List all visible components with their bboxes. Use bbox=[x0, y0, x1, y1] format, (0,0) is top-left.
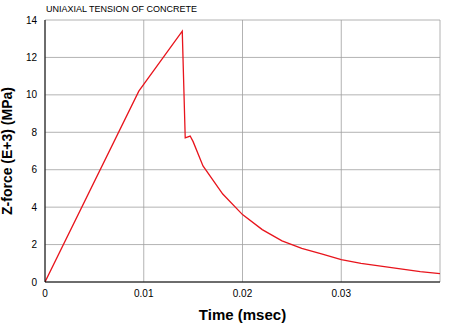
svg-text:14: 14 bbox=[26, 15, 38, 26]
svg-text:0: 0 bbox=[42, 288, 48, 299]
svg-text:12: 12 bbox=[26, 52, 38, 63]
svg-text:8: 8 bbox=[31, 127, 37, 138]
svg-text:2: 2 bbox=[31, 239, 37, 250]
svg-text:0.01: 0.01 bbox=[134, 288, 154, 299]
svg-text:10: 10 bbox=[26, 89, 38, 100]
svg-text:4: 4 bbox=[31, 202, 37, 213]
html-text:UNIAXIAL TENSION OF CONCRETE: UNIAXIAL TENSION OF CONCRETE bbox=[46, 4, 197, 14]
svg-text:Z-force (E+3) (MPa): Z-force (E+3) (MPa) bbox=[8, 87, 15, 215]
svg-text:0.02: 0.02 bbox=[233, 288, 253, 299]
svg-text:6: 6 bbox=[31, 164, 37, 175]
svg-text:0: 0 bbox=[31, 277, 37, 288]
svg-text:Time (msec): Time (msec) bbox=[199, 306, 286, 323]
svg-text:0.03: 0.03 bbox=[332, 288, 352, 299]
